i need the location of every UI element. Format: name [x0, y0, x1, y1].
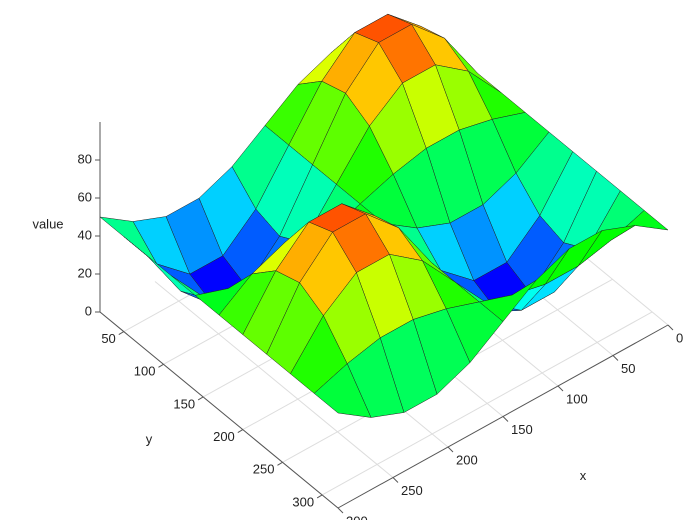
z-tick-label: 40	[78, 227, 92, 242]
grid-line	[154, 281, 394, 478]
x-tick	[667, 324, 674, 331]
x-tick-label: 250	[401, 483, 423, 498]
x-tick	[337, 507, 344, 514]
y-tick-label: 200	[213, 429, 235, 444]
z-tick-label: 0	[85, 303, 92, 318]
y-tick	[277, 461, 283, 466]
x-tick	[392, 477, 399, 483]
x-tick	[447, 446, 454, 453]
y-tick-label: 300	[292, 494, 314, 509]
x-tick	[612, 355, 619, 361]
y-tick	[158, 363, 164, 368]
y-tick	[237, 429, 244, 434]
y-tick	[316, 494, 323, 499]
x-tick-label: 100	[566, 391, 588, 406]
y-tick-label: 100	[134, 364, 156, 379]
x-axis-label: x	[580, 468, 587, 483]
y-axis-label: y	[146, 431, 153, 446]
z-tick-label: 80	[78, 151, 92, 166]
grid-line	[321, 311, 653, 496]
x-tick-label: 200	[456, 452, 478, 467]
y-tick-label: 250	[253, 462, 275, 477]
x-tick-label: 0	[676, 330, 683, 345]
y-tick	[197, 396, 204, 401]
x-tick	[502, 416, 509, 422]
x-tick-label: 300	[346, 513, 368, 520]
z-axis-label: value	[32, 216, 63, 231]
y-tick	[118, 331, 125, 336]
z-tick-label: 20	[78, 265, 92, 280]
y-tick-label: 50	[101, 331, 115, 346]
x-tick-label: 50	[621, 361, 635, 376]
x-tick	[557, 385, 564, 392]
surface-cell	[313, 363, 372, 418]
y-axis	[99, 311, 339, 509]
z-tick-label: 60	[78, 189, 92, 204]
x-tick-label: 150	[511, 422, 533, 437]
y-tick-label: 150	[173, 396, 195, 411]
